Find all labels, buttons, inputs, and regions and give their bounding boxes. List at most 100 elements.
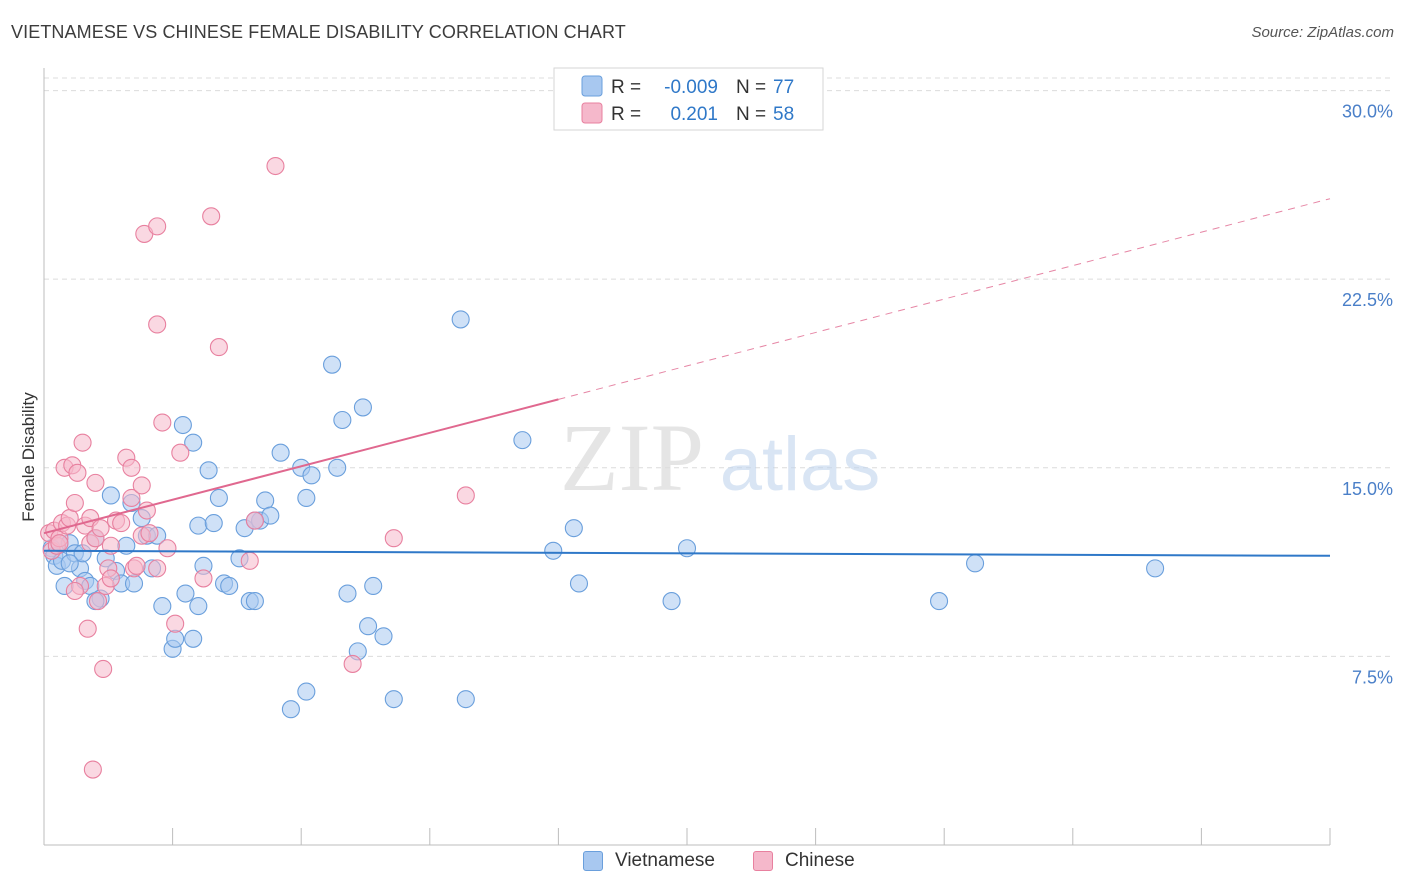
chinese-point (127, 556, 146, 575)
trend-layer (43, 198, 1331, 557)
source-label: Source: ZipAtlas.com (1251, 24, 1394, 41)
vietnamese-point (189, 597, 208, 616)
chinese-point (94, 659, 113, 679)
vietnamese-point (966, 554, 985, 573)
chinese-point (209, 338, 228, 357)
vietnamese-point (204, 514, 223, 533)
vietnamese-point (101, 486, 120, 505)
chinese-trend-extension (558, 198, 1331, 400)
series-chinese (40, 156, 475, 779)
legend-item-chinese[interactable]: Chinese (753, 850, 855, 872)
vietnamese-point (297, 488, 316, 508)
chinese-trend-line (43, 398, 559, 535)
vietnamese-point (359, 617, 378, 636)
legend-r-label-vietnamese: R = (611, 77, 641, 98)
chinese-point (83, 760, 102, 779)
legend-item-vietnamese[interactable]: Vietnamese (583, 850, 715, 872)
y-axis-label-group: Female Disability (19, 392, 38, 522)
legend-label-chinese: Chinese (785, 850, 855, 871)
vietnamese-point (364, 576, 383, 596)
vietnamese-point (456, 690, 475, 709)
chinese-point (65, 581, 84, 601)
legend-swatch-vietnamese-bottom (583, 851, 603, 871)
vietnamese-point (60, 554, 79, 573)
vietnamese-point (209, 488, 228, 508)
vietnamese-point (451, 310, 470, 329)
chinese-point (343, 654, 362, 673)
vietnamese-point (338, 584, 357, 603)
vietnamese-point (261, 506, 280, 525)
chinese-point (50, 534, 69, 553)
legend-n-label-vietnamese: N = (736, 77, 766, 98)
vietnamese-point (220, 576, 239, 596)
vietnamese-point (184, 629, 203, 648)
vietnamese-point (302, 466, 321, 485)
chinese-point (140, 524, 159, 543)
legend-n-value-vietnamese: 77 (773, 77, 794, 98)
chinese-point (148, 217, 167, 236)
chinese-point (158, 539, 177, 558)
chinese-point (166, 614, 185, 633)
chinese-point (171, 443, 190, 462)
vietnamese-point (256, 491, 275, 510)
legend-swatch-chinese (581, 102, 603, 124)
legend-r-value-vietnamese: -0.009 (664, 77, 718, 98)
vietnamese-point (544, 541, 563, 560)
watermark-atlas: atlas (720, 422, 881, 507)
vietnamese-point (662, 592, 681, 611)
chinese-point (384, 529, 403, 548)
axis-layer: 7.5%15.0%22.5%30.0%0.0%25.0% (43, 68, 1393, 846)
chinese-point (148, 315, 167, 334)
vietnamese-point (281, 700, 300, 719)
series-vietnamese (42, 310, 1165, 719)
y-tick-label: 30.0% (1342, 102, 1393, 122)
vietnamese-point (1146, 559, 1165, 578)
y-tick-label: 22.5% (1342, 290, 1393, 310)
legend-n-label-chinese: N = (736, 104, 766, 125)
chinese-point (122, 488, 141, 508)
chinese-point (202, 207, 221, 226)
vietnamese-point (328, 458, 347, 477)
chinese-point (132, 476, 151, 495)
y-axis-label: Female Disability (19, 392, 38, 522)
vietnamese-point (271, 443, 290, 462)
chinese-point (112, 514, 131, 533)
vietnamese-point (124, 574, 144, 593)
chinese-point (78, 619, 97, 638)
legend-r-label-chinese: R = (611, 104, 641, 125)
vietnamese-point (333, 410, 352, 430)
chinese-point (91, 519, 110, 538)
chinese-point (122, 458, 141, 477)
vietnamese-point (166, 629, 185, 648)
chinese-point (240, 551, 259, 570)
watermark-zip: ZIP (560, 404, 704, 511)
legend-box: R = -0.009 N = 77 R = 0.201 N = 58 (553, 67, 824, 131)
chinese-point (245, 511, 264, 530)
chinese-point (101, 569, 120, 588)
y-tick-label: 15.0% (1342, 479, 1393, 499)
vietnamese-point (297, 682, 316, 701)
legend-swatch-vietnamese (581, 75, 603, 97)
chinese-point (266, 156, 285, 176)
chinese-point (86, 473, 105, 492)
vietnamese-point (323, 355, 342, 374)
vietnamese-point (184, 433, 203, 452)
vietnamese-point (189, 516, 208, 535)
vietnamese-point (245, 592, 264, 611)
chinese-point (456, 486, 475, 505)
grid-layer (44, 77, 1392, 657)
chinese-point (194, 569, 213, 588)
chinese-point (88, 592, 108, 611)
legend-n-value-chinese: 58 (773, 104, 794, 125)
chinese-point (148, 559, 167, 578)
points-layer (40, 156, 1165, 779)
vietnamese-point (374, 627, 393, 646)
chinese-point (73, 433, 92, 452)
vietnamese-point (176, 584, 195, 603)
vietnamese-point (569, 574, 589, 593)
chinese-point (68, 463, 87, 482)
chinese-point (101, 536, 120, 555)
legend-swatch-chinese-bottom (753, 851, 773, 871)
vietnamese-trend-line (43, 549, 1331, 557)
chart-title: VIETNAMESE VS CHINESE FEMALE DISABILITY … (11, 22, 626, 42)
